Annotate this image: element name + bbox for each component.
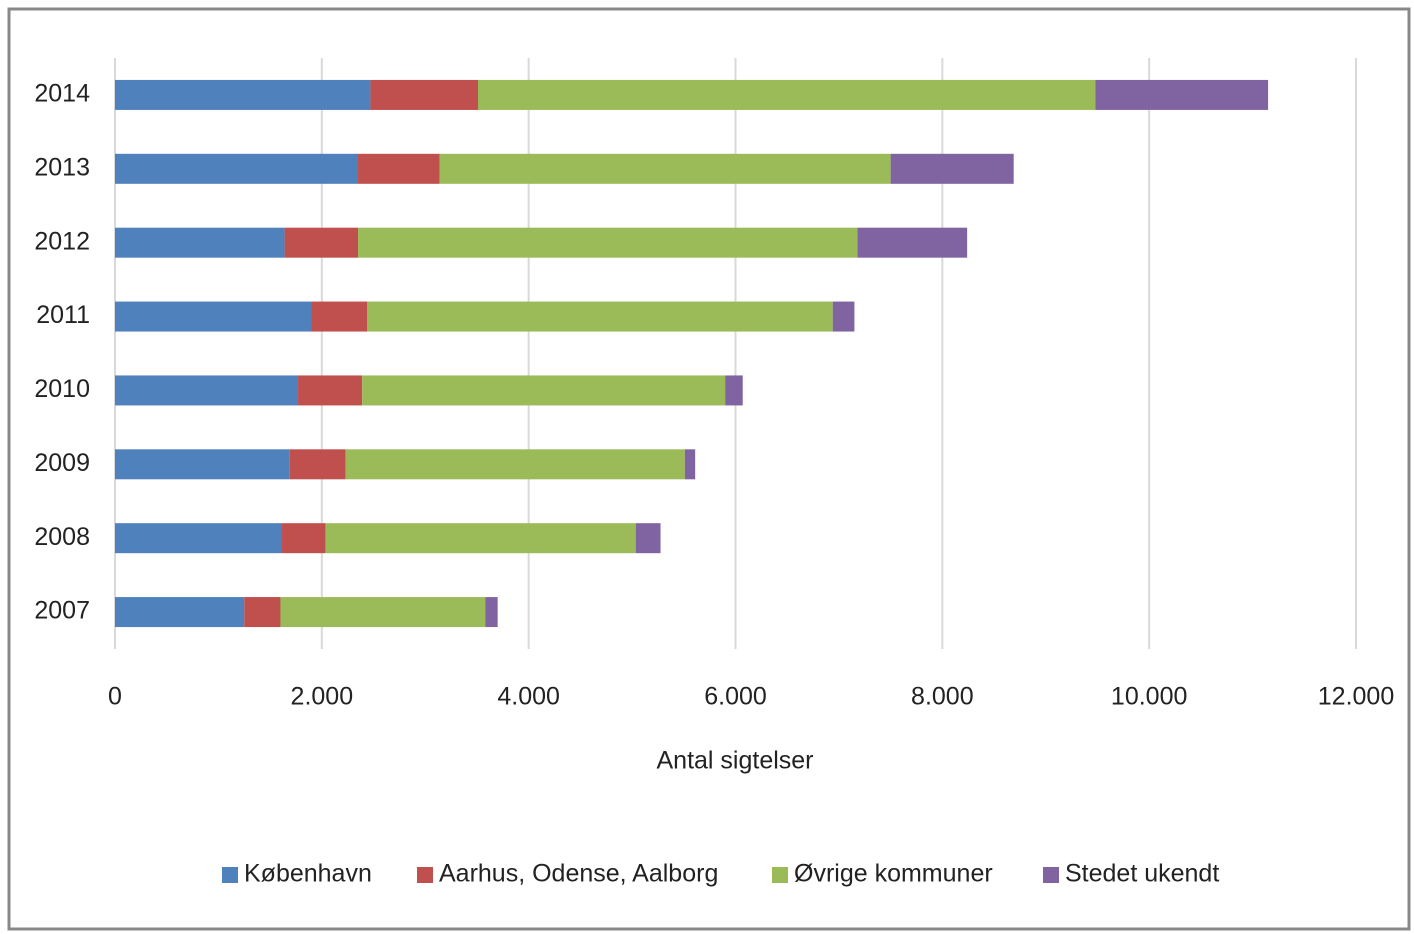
x-tick-label: 4.000 xyxy=(497,683,560,711)
bar-segment xyxy=(485,597,498,628)
y-tick-label: 2009 xyxy=(34,449,90,477)
bar-segment xyxy=(244,597,281,628)
legend-label: København xyxy=(244,860,372,888)
bar-segment xyxy=(115,523,283,554)
bar-segment xyxy=(115,227,285,258)
legend-label: Aarhus, Odense, Aalborg xyxy=(439,860,718,888)
y-tick-label: 2012 xyxy=(34,227,90,255)
bar-segment xyxy=(115,375,299,406)
x-axis-title: Antal sigtelser xyxy=(656,747,813,775)
bar-segment xyxy=(477,79,1096,110)
bar-segment xyxy=(832,301,855,332)
x-tick-label: 10.000 xyxy=(1111,683,1187,711)
legend-swatch xyxy=(772,867,788,883)
y-tick-label: 2007 xyxy=(34,597,90,625)
bar-segment xyxy=(289,449,346,480)
bar-segment xyxy=(358,153,440,184)
bar-segment xyxy=(684,449,696,480)
bar-segment xyxy=(115,79,371,110)
bar-segment xyxy=(284,227,359,258)
y-tick-label: 2011 xyxy=(36,301,90,329)
bar-segment xyxy=(362,375,726,406)
y-tick-label: 2010 xyxy=(34,375,90,403)
bar-segment xyxy=(725,375,743,406)
bar-segment xyxy=(345,449,685,480)
bar-segment xyxy=(358,227,858,258)
legend-swatch xyxy=(222,867,238,883)
bar-segment xyxy=(890,153,1014,184)
legend-swatch xyxy=(1043,867,1059,883)
bar-segment xyxy=(635,523,661,554)
y-tick-label: 2008 xyxy=(34,523,90,551)
y-tick-label: 2013 xyxy=(34,153,90,181)
bar-segment xyxy=(857,227,968,258)
bar-segment xyxy=(282,523,326,554)
bar-segment xyxy=(439,153,891,184)
legend-swatch xyxy=(417,867,433,883)
x-tick-label: 6.000 xyxy=(704,683,767,711)
bar-segment xyxy=(298,375,363,406)
bar-segment xyxy=(115,449,290,480)
x-tick-label: 12.000 xyxy=(1318,683,1394,711)
legend-label: Øvrige kommuner xyxy=(794,860,993,888)
x-tick-label: 2.000 xyxy=(291,683,354,711)
legend-label: Stedet ukendt xyxy=(1065,860,1219,888)
y-tick-label: 2014 xyxy=(34,80,90,108)
bar-segment xyxy=(367,301,833,332)
bar-segment xyxy=(115,597,245,628)
bar-segment xyxy=(280,597,486,628)
x-tick-label: 8.000 xyxy=(911,683,974,711)
bar-segment xyxy=(325,523,636,554)
bar-segment xyxy=(311,301,368,332)
bar-segment xyxy=(1095,79,1269,110)
bar-segment xyxy=(115,153,359,184)
x-tick-label: 0 xyxy=(108,683,122,711)
bar-segment xyxy=(115,301,312,332)
bar-segment xyxy=(370,79,478,110)
